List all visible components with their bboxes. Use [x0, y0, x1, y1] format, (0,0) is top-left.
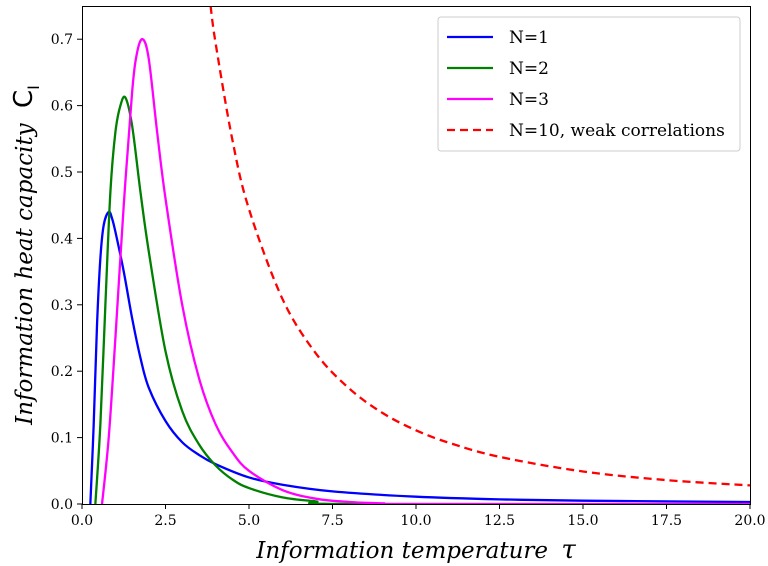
x-tick-label: 0.0 — [71, 513, 93, 529]
y-tick-label: 0.0 — [51, 497, 73, 513]
series-layer — [89, 6, 750, 504]
y-axis-label: Information heat capacity CI — [9, 85, 43, 426]
series-line-n-3 — [100, 37, 750, 504]
x-axis: 0.0 2.5 5.0 7.5 10.0 12.5 15.0 17.5 20.0 — [71, 504, 766, 529]
legend-label: N=1 — [509, 28, 549, 48]
x-axis-label: Information temperature τ — [255, 535, 576, 565]
series-line-n-2 — [94, 95, 750, 504]
x-axis-label-text: Information temperature — [255, 538, 548, 564]
legend: N=1 N=2 N=3 N=10, weak correlations — [437, 16, 741, 152]
y-tick-label: 0.1 — [51, 431, 73, 447]
y-tick-label: 0.4 — [51, 231, 73, 247]
x-tick-label: 20.0 — [734, 513, 765, 529]
x-tick-label: 5.0 — [238, 513, 260, 529]
x-tick-label: 7.5 — [321, 513, 343, 529]
legend-label: N=10, weak correlations — [509, 121, 725, 141]
y-tick-label: 0.5 — [51, 165, 73, 181]
y-tick-label: 0.7 — [51, 32, 73, 48]
y-tick-label: 0.2 — [51, 364, 73, 380]
x-tick-label: 12.5 — [484, 513, 515, 529]
legend-box — [437, 16, 741, 152]
series-line-n-10-weak-correlations — [209, 6, 750, 487]
y-axis-label-text: Information heat capacity — [12, 122, 38, 426]
y-tick-label: 0.6 — [51, 99, 73, 115]
y-tick-label: 0.3 — [51, 298, 73, 314]
legend-label: N=3 — [509, 90, 549, 110]
series-line-n-1 — [89, 210, 750, 504]
x-tick-label: 17.5 — [651, 513, 682, 529]
legend-label: N=2 — [509, 59, 549, 79]
x-axis-label-symbol: τ — [561, 535, 576, 565]
y-axis-label-symbol: C — [9, 90, 39, 108]
x-tick-label: 10.0 — [400, 513, 431, 529]
x-tick-label: 15.0 — [567, 513, 598, 529]
y-axis-label-subscript: I — [24, 85, 43, 90]
x-tick-label: 2.5 — [154, 513, 176, 529]
y-axis: 0.0 0.1 0.2 0.3 0.4 0.5 0.6 0.7 — [51, 32, 82, 513]
